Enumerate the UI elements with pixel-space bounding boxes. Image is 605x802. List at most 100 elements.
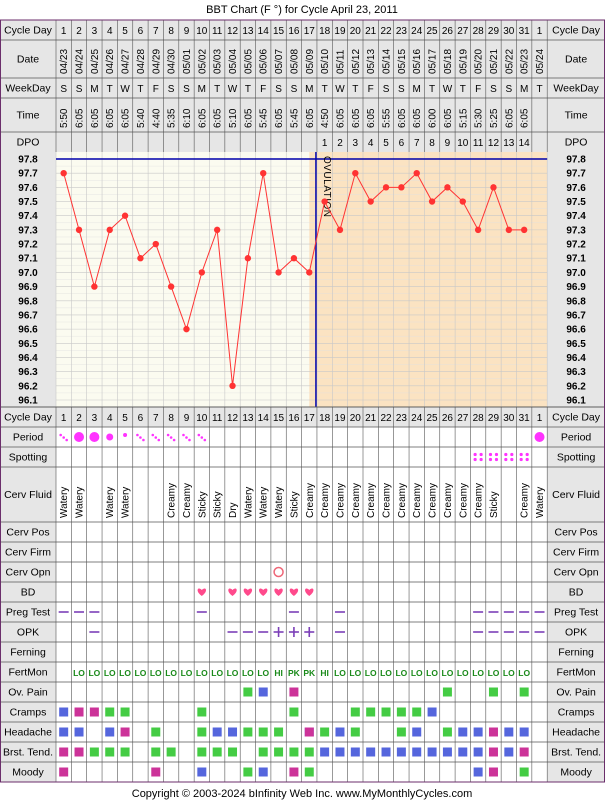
- weekday: T: [536, 84, 542, 95]
- time: 6:05: [90, 108, 101, 128]
- brst-tend-marker: [105, 747, 115, 757]
- fertmon: LO: [365, 668, 377, 678]
- spotting-dot: [479, 457, 483, 462]
- row-label-opk: OPK: [17, 627, 39, 639]
- date: 04/29: [151, 49, 162, 74]
- date: 05/05: [243, 49, 254, 74]
- fertmon: LO: [135, 668, 147, 678]
- cerv-fluid: Sticky: [197, 491, 208, 518]
- spotting-dot: [494, 452, 499, 457]
- date: 05/19: [458, 49, 469, 74]
- fertmon: LO: [457, 668, 469, 678]
- row-bg-weekday: [0, 78, 605, 98]
- row-label-preg_test: Preg Test: [554, 607, 598, 619]
- spotting-dot: [479, 452, 483, 457]
- brst-tend-marker: [381, 747, 391, 757]
- brst-tend-marker: [166, 747, 176, 757]
- dpo: 11: [473, 138, 484, 149]
- row-label-preg_test: Preg Test: [6, 607, 50, 619]
- row-label-bg: [547, 622, 605, 642]
- cramps-marker: [427, 707, 437, 717]
- row-label-opk: OPK: [565, 627, 587, 639]
- row-label-bg: [547, 742, 605, 762]
- weekday: T: [322, 84, 328, 95]
- weekday: T: [214, 84, 220, 95]
- time: 5:45: [259, 108, 270, 128]
- dpo: 10: [457, 138, 469, 149]
- cycle-day: 4: [107, 413, 113, 424]
- date: 05/02: [197, 49, 208, 74]
- ytick-left: 97.5: [18, 197, 38, 208]
- row-label-bg: [0, 622, 56, 642]
- date: 05/01: [182, 49, 193, 74]
- cycle-day: 3: [92, 26, 98, 37]
- weekday: M: [520, 84, 528, 95]
- headache-marker: [274, 727, 284, 737]
- ytick-left: 97.7: [18, 169, 38, 180]
- brst-tend-marker: [212, 747, 222, 757]
- cramps-marker: [396, 707, 406, 717]
- temperature-point: [60, 169, 67, 177]
- fertmon: LO: [518, 668, 530, 678]
- yaxis-bg-right: [547, 152, 605, 407]
- brst-tend-marker: [396, 747, 406, 757]
- row-label-bg: [547, 662, 605, 682]
- ytick-left: 97.2: [18, 240, 38, 251]
- temperature-point: [213, 226, 221, 234]
- cycle-day: 27: [457, 26, 469, 37]
- cycle-day: 1: [61, 26, 67, 37]
- headache-marker: [59, 727, 69, 737]
- ytick-left: 97.1: [18, 254, 38, 265]
- time: 6:00: [428, 108, 439, 128]
- date: 05/22: [504, 49, 515, 74]
- fertmon: LO: [503, 668, 515, 678]
- ytick-right: 97.2: [566, 240, 586, 251]
- fertmon: LO: [334, 668, 346, 678]
- cycle-day: 28: [473, 413, 485, 424]
- row-label-cerv_firm: Cerv Firm: [553, 547, 599, 559]
- brst-tend-marker: [350, 747, 360, 757]
- brst-tend-marker: [335, 747, 345, 757]
- row-label-moody: Moody: [560, 767, 592, 779]
- headache-marker: [412, 727, 422, 737]
- temperature-point: [336, 226, 344, 234]
- brst-tend-marker: [519, 747, 529, 757]
- ytick-left: 96.1: [18, 396, 38, 407]
- copyright: Copyright © 2003-2024 bInfinity Web Inc.…: [132, 788, 472, 800]
- cerv-fluid: Creamy: [366, 483, 377, 518]
- ov-pain-marker: [243, 687, 253, 697]
- cycle-day: 28: [473, 26, 485, 37]
- row-label-bg: [0, 722, 56, 742]
- row-label-cycle_day: Cycle Day: [552, 412, 601, 424]
- cycle-day: 22: [380, 413, 392, 424]
- cycle-day: 1: [537, 26, 543, 37]
- dpo: 3: [353, 138, 359, 149]
- period-dot: [106, 433, 114, 441]
- date: 05/20: [474, 49, 485, 74]
- temperature-point: [183, 325, 190, 333]
- period-dot: [136, 433, 139, 437]
- brst-tend-marker: [488, 747, 498, 757]
- dpo: 1: [322, 138, 328, 149]
- time: 6:05: [351, 108, 362, 128]
- fertmon: HI: [274, 668, 283, 678]
- cycle-day: 21: [365, 413, 377, 424]
- time: 6:05: [366, 108, 377, 128]
- cerv-fluid: Creamy: [320, 483, 331, 518]
- weekday: W: [335, 84, 345, 95]
- ov-pain-marker: [488, 687, 498, 697]
- brst-tend-marker: [197, 747, 207, 757]
- cycle-day: 27: [457, 413, 469, 424]
- row-label-moody: Moody: [12, 767, 44, 779]
- brst-tend-marker: [412, 747, 422, 757]
- fertmon: PK: [288, 668, 301, 678]
- date: 04/27: [121, 49, 132, 74]
- weekday: S: [505, 84, 512, 95]
- cycle-day: 17: [304, 413, 316, 424]
- row-label-bg: [547, 132, 605, 152]
- period-dot: [89, 432, 100, 442]
- spotting-dot: [510, 452, 514, 457]
- dpo: 13: [503, 138, 515, 149]
- temperature-point: [121, 212, 129, 219]
- row-bg-cycle_day: [0, 20, 605, 40]
